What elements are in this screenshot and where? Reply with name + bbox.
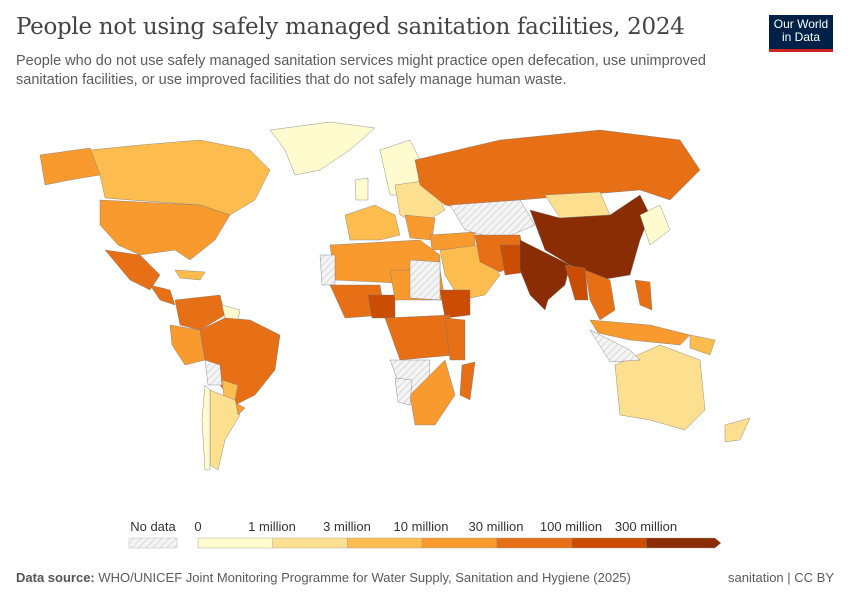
legend-tick-label: 100 million <box>539 519 603 534</box>
legend-swatch <box>646 537 722 549</box>
legend-swatch <box>571 537 647 549</box>
legend-tick-label: 10 million <box>393 519 449 534</box>
country-australia[interactable] <box>614 344 706 431</box>
country-papua[interactable] <box>689 334 716 356</box>
country-south-africa-nodata[interactable] <box>394 377 413 406</box>
data-source-label: Data source: <box>16 570 95 585</box>
country-kazakhstan[interactable] <box>449 199 536 241</box>
owid-logo[interactable]: Our World in Data <box>769 15 833 52</box>
legend-tick-label: 1 million <box>248 519 296 534</box>
country-peru-ecuador[interactable] <box>169 324 206 366</box>
country-madagascar[interactable] <box>459 361 476 401</box>
legend-swatch <box>496 537 572 549</box>
country-uruguay[interactable] <box>235 402 246 416</box>
country-east-africa[interactable] <box>444 317 466 361</box>
country-bolivia[interactable] <box>204 359 223 386</box>
country-mongolia[interactable] <box>544 191 611 219</box>
country-shapes[interactable] <box>39 121 751 471</box>
legend-swatch <box>272 537 348 549</box>
country-central-america[interactable] <box>149 284 176 306</box>
country-southern-africa[interactable] <box>409 359 456 426</box>
country-bangladesh-burma[interactable] <box>564 264 589 301</box>
country-new-zealand[interactable] <box>724 417 751 443</box>
country-western-europe[interactable] <box>344 204 401 241</box>
country-canada[interactable] <box>44 139 271 216</box>
chart-subtitle: People who do not use safely managed san… <box>16 53 706 88</box>
legend-tick-label: 0 <box>194 519 202 534</box>
country-libya-egypt-nodata[interactable] <box>409 259 441 301</box>
country-central-africa[interactable] <box>384 314 456 361</box>
country-guianas[interactable] <box>221 304 241 321</box>
country-western-sahara[interactable] <box>319 254 336 286</box>
legend-tick-label: 300 million <box>614 519 678 534</box>
legend-swatch <box>347 537 423 549</box>
data-source-text[interactable]: WHO/UNICEF Joint Monitoring Programme fo… <box>98 570 631 585</box>
legend-no-data-swatch <box>128 537 178 549</box>
legend-no-data-label: No data <box>130 519 176 534</box>
legend-swatch <box>421 537 498 549</box>
country-nigeria[interactable] <box>367 294 396 319</box>
country-ethiopia[interactable] <box>439 289 471 319</box>
country-russia[interactable] <box>414 129 701 211</box>
country-indonesia[interactable] <box>589 319 691 346</box>
data-source: Data source: WHO/UNICEF Joint Monitoring… <box>16 570 631 585</box>
country-argentina[interactable] <box>209 389 241 471</box>
chart-title: People not using safely managed sanitati… <box>16 14 685 40</box>
country-usa[interactable] <box>99 199 231 261</box>
country-uk[interactable] <box>354 177 369 201</box>
country-mexico[interactable] <box>104 249 161 291</box>
country-korea-japan[interactable] <box>639 204 671 246</box>
legend-tick-label: 3 million <box>323 519 371 534</box>
legend-swatch <box>197 537 273 549</box>
country-chile[interactable] <box>201 384 211 471</box>
country-southeast-asia[interactable] <box>584 269 616 321</box>
chart-tag-license[interactable]: sanitation | CC BY <box>728 570 834 585</box>
country-colombia-venezuela[interactable] <box>174 294 226 331</box>
country-china[interactable] <box>529 194 651 281</box>
legend-tick-label: 30 million <box>468 519 524 534</box>
legend-bar <box>128 537 722 549</box>
country-alaska[interactable] <box>39 147 101 186</box>
country-caribbean[interactable] <box>174 269 206 281</box>
country-pacific-nodata[interactable] <box>589 329 641 363</box>
country-philippines[interactable] <box>634 279 653 311</box>
country-greenland[interactable] <box>269 121 376 176</box>
